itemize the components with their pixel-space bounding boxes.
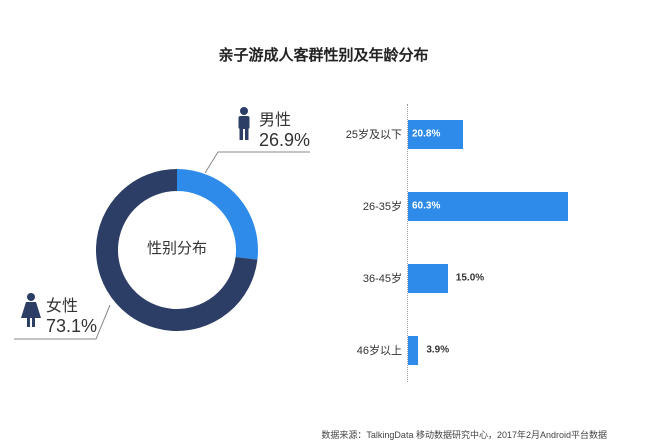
gender-donut-chart: 性别分布 bbox=[14, 107, 310, 340]
bar-category-label: 36-45岁 bbox=[362, 273, 402, 285]
female-leader-line bbox=[14, 304, 111, 340]
donut-slice-female bbox=[96, 169, 258, 331]
male-percent: 26.9% bbox=[259, 130, 311, 150]
data-source: 数据来源：TalkingData 移动数据研究中心，2017年2月Android… bbox=[321, 430, 607, 440]
donut-slices bbox=[96, 169, 258, 331]
bar-category-label: 25岁及以下 bbox=[345, 129, 402, 141]
bar-value-label: 60.3% bbox=[412, 200, 441, 212]
bar-value-label: 3.9% bbox=[426, 344, 450, 356]
female-legend: 女性 73.1% bbox=[46, 292, 97, 337]
bar-value-label: 20.8% bbox=[412, 128, 441, 140]
bar bbox=[408, 335, 419, 365]
bar-category-label: 46岁以上 bbox=[356, 345, 402, 357]
bar bbox=[408, 263, 448, 293]
bar bbox=[408, 119, 464, 149]
female-person-icon bbox=[21, 293, 41, 327]
bar-axis-line bbox=[407, 104, 409, 382]
female-label: 女性 bbox=[46, 298, 79, 315]
donut-center-label: 性别分布 bbox=[147, 240, 207, 257]
male-leader-line bbox=[204, 151, 310, 174]
male-person-icon bbox=[238, 107, 250, 140]
male-legend: 男性 26.9% bbox=[259, 106, 310, 151]
chart-title: 亲子游成人客群性别及年龄分布 bbox=[218, 47, 429, 64]
age-bar-chart: 25岁及以下 20.8% 26-35岁 60.3% 36-45岁 15.0% 46岁以上 3.… bbox=[300, 98, 620, 388]
donut-slice-male bbox=[176, 169, 258, 260]
bar-value-label: 15.0% bbox=[455, 272, 485, 284]
bar-category-label: 26-35岁 bbox=[362, 201, 402, 213]
bar bbox=[408, 191, 568, 221]
male-label: 男性 bbox=[259, 112, 292, 129]
female-percent: 73.1% bbox=[46, 316, 98, 336]
